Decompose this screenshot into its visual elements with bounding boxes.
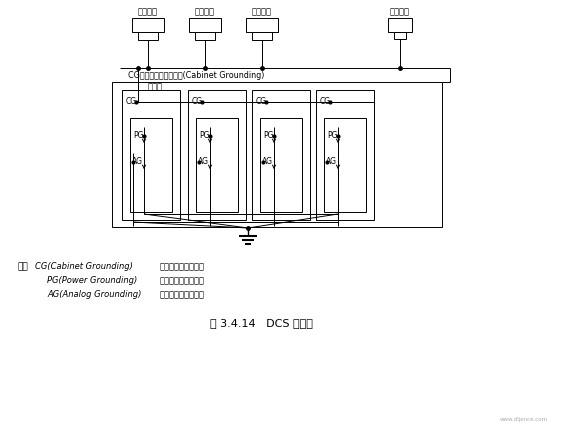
Bar [132, 18, 164, 32]
Bar [196, 118, 238, 212]
Text: CG: CG [256, 98, 267, 107]
Text: PG(Power Grounding): PG(Power Grounding) [47, 276, 137, 285]
Text: 操作员站: 操作员站 [138, 7, 158, 16]
Bar [388, 18, 412, 32]
Bar [112, 82, 442, 227]
Bar [316, 90, 374, 220]
Text: PG: PG [199, 131, 210, 140]
Bar [189, 18, 221, 32]
Text: CG保护地，又叫机壳地(Cabinet Grounding): CG保护地，又叫机壳地(Cabinet Grounding) [128, 71, 264, 80]
Text: 图 3.4.14   DCS 接地图: 图 3.4.14 DCS 接地图 [210, 318, 313, 328]
Bar [246, 18, 278, 32]
Text: 注：: 注： [18, 262, 29, 271]
Text: CG: CG [320, 98, 331, 107]
Bar [252, 90, 310, 220]
Text: AG: AG [132, 158, 143, 166]
Text: 工程师站: 工程师站 [390, 7, 410, 16]
Bar [130, 118, 172, 212]
Bar [138, 32, 158, 40]
Bar [260, 118, 302, 212]
Text: CG(Cabinet Grounding): CG(Cabinet Grounding) [35, 262, 133, 271]
Bar [122, 90, 180, 220]
Text: 操作员站: 操作员站 [195, 7, 215, 16]
Text: 控制站: 控制站 [148, 82, 163, 91]
Text: AG: AG [198, 158, 209, 166]
Bar [394, 32, 406, 39]
Text: 模拟地，又叫屏蔽地: 模拟地，又叫屏蔽地 [160, 290, 205, 299]
Text: 保护地，又叫机壳地: 保护地，又叫机壳地 [160, 262, 205, 271]
Bar [195, 32, 215, 40]
Text: AG: AG [326, 158, 337, 166]
Bar [252, 32, 272, 40]
Text: CG: CG [126, 98, 137, 107]
Text: PG: PG [327, 131, 338, 140]
Bar [188, 90, 246, 220]
Bar [324, 118, 366, 212]
Text: PG: PG [133, 131, 143, 140]
Text: 电源地，又叫逻辑地: 电源地，又叫逻辑地 [160, 276, 205, 285]
Text: CG: CG [192, 98, 203, 107]
Text: AG: AG [262, 158, 273, 166]
Text: www.dljence.com: www.dljence.com [500, 417, 548, 422]
Text: PG: PG [263, 131, 274, 140]
Text: AG(Analog Grounding): AG(Analog Grounding) [47, 290, 141, 299]
Text: 操作员站: 操作员站 [252, 7, 272, 16]
